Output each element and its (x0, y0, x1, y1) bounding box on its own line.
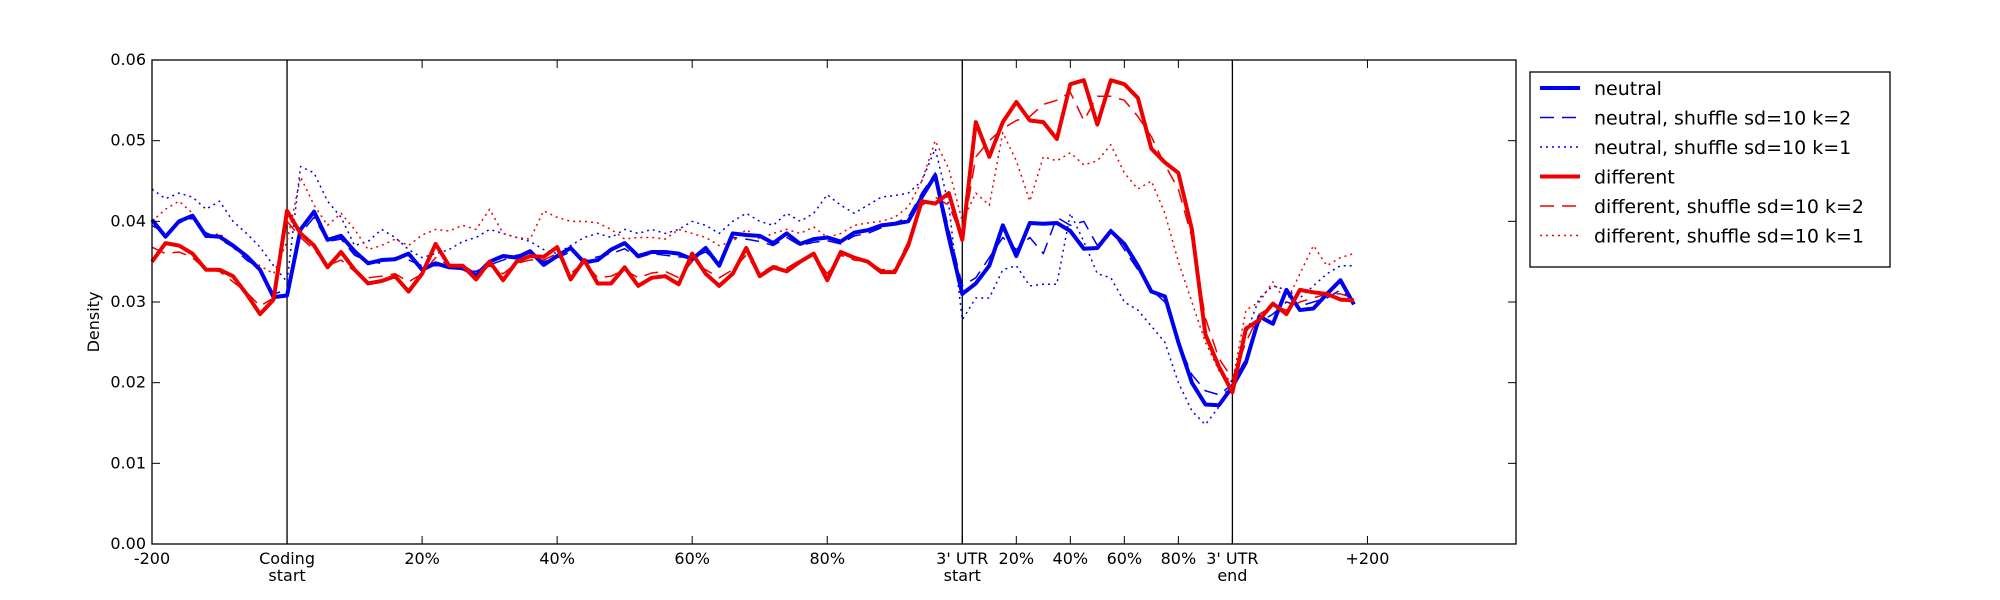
x-tick-label: 3' UTR start (936, 549, 988, 585)
x-tick-label: Coding start (259, 549, 315, 585)
y-axis-label: Density (84, 292, 103, 353)
x-tick-label: -200 (134, 549, 170, 568)
legend-entry-label: neutral, shuffle sd=10 k=1 (1594, 137, 1851, 159)
x-tick-label: 80% (809, 549, 845, 568)
x-tick-label: 3' UTR end (1206, 549, 1258, 585)
y-axis: 0.00 0.01 0.02 0.03 0.04 0.05 0.06 (110, 50, 1516, 553)
legend-entry-label: different, shuffle sd=10 k=2 (1594, 196, 1864, 218)
y-tick-label: 0.03 (110, 292, 146, 311)
x-axis: -200 Coding start 20% 40% 60% 80% 3' UTR start 20… (134, 60, 1389, 585)
x-tick-label: 80% (1161, 549, 1197, 568)
series-line-neutral (150, 173, 1356, 408)
x-tick-label: 60% (1107, 549, 1143, 568)
y-tick-label: 0.04 (110, 211, 146, 230)
series-line-neutral-shuffle-sd-10-k-2 (151, 172, 1355, 396)
series-line-neutral-shuffle-sd-10-k-1 (151, 147, 1354, 426)
x-tick-label: +200 (1345, 549, 1389, 568)
x-tick-label: 40% (1053, 549, 1089, 568)
legend-entry-label: different, shuffle sd=10 k=1 (1594, 226, 1864, 248)
x-tick-label: 60% (674, 549, 710, 568)
x-tick-label: 40% (539, 549, 575, 568)
legend-entry-label: different (1594, 167, 1675, 189)
legend-box (1529, 71, 1891, 268)
x-tick-label: 20% (999, 549, 1035, 568)
y-tick-label: 0.02 (110, 373, 146, 392)
legend-entry-label: neutral, shuffle sd=10 k=2 (1594, 108, 1851, 130)
y-tick-label: 0.01 (110, 453, 146, 472)
x-tick-label: 20% (404, 549, 440, 568)
legend: neutral neutral, shuffle sd=10 k=2 neutral… (1529, 71, 1891, 268)
legend-entry-label: neutral (1594, 78, 1662, 100)
y-tick-label: 0.06 (110, 50, 146, 69)
y-tick-label: 0.00 (110, 534, 146, 553)
y-tick-label: 0.05 (110, 131, 146, 150)
series-line-different (150, 78, 1355, 395)
